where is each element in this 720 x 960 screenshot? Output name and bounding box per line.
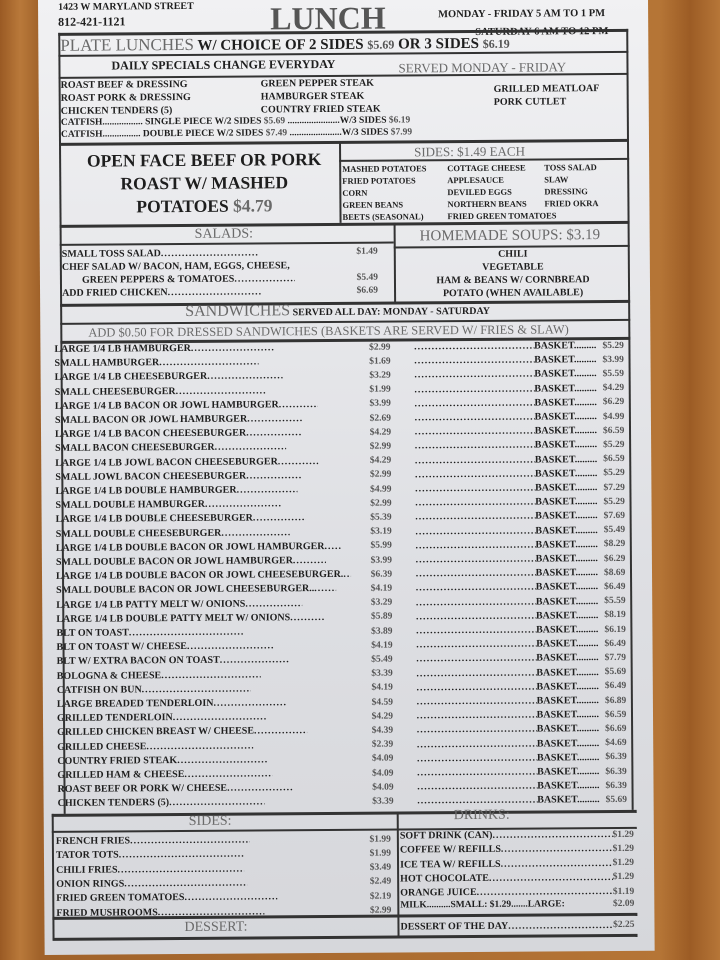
hours-weekday: MONDAY - FRIDAY 5 AM TO 1 PM [438,8,606,21]
address: 1423 W MARYLAND STREET [58,0,194,13]
menu-paper: 1423 W MARYLAND STREET 812-421-1121 LUNC… [38,0,655,955]
phone: 812-421-1121 [58,14,126,29]
